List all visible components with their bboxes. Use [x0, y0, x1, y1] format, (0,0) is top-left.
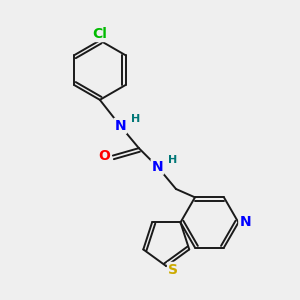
Text: N: N: [115, 119, 126, 133]
Text: Cl: Cl: [92, 27, 107, 41]
Text: H: H: [131, 114, 140, 124]
Text: N: N: [152, 160, 163, 174]
Text: O: O: [99, 148, 111, 163]
Text: N: N: [239, 215, 251, 230]
Text: S: S: [168, 263, 178, 277]
Text: H: H: [168, 155, 178, 165]
